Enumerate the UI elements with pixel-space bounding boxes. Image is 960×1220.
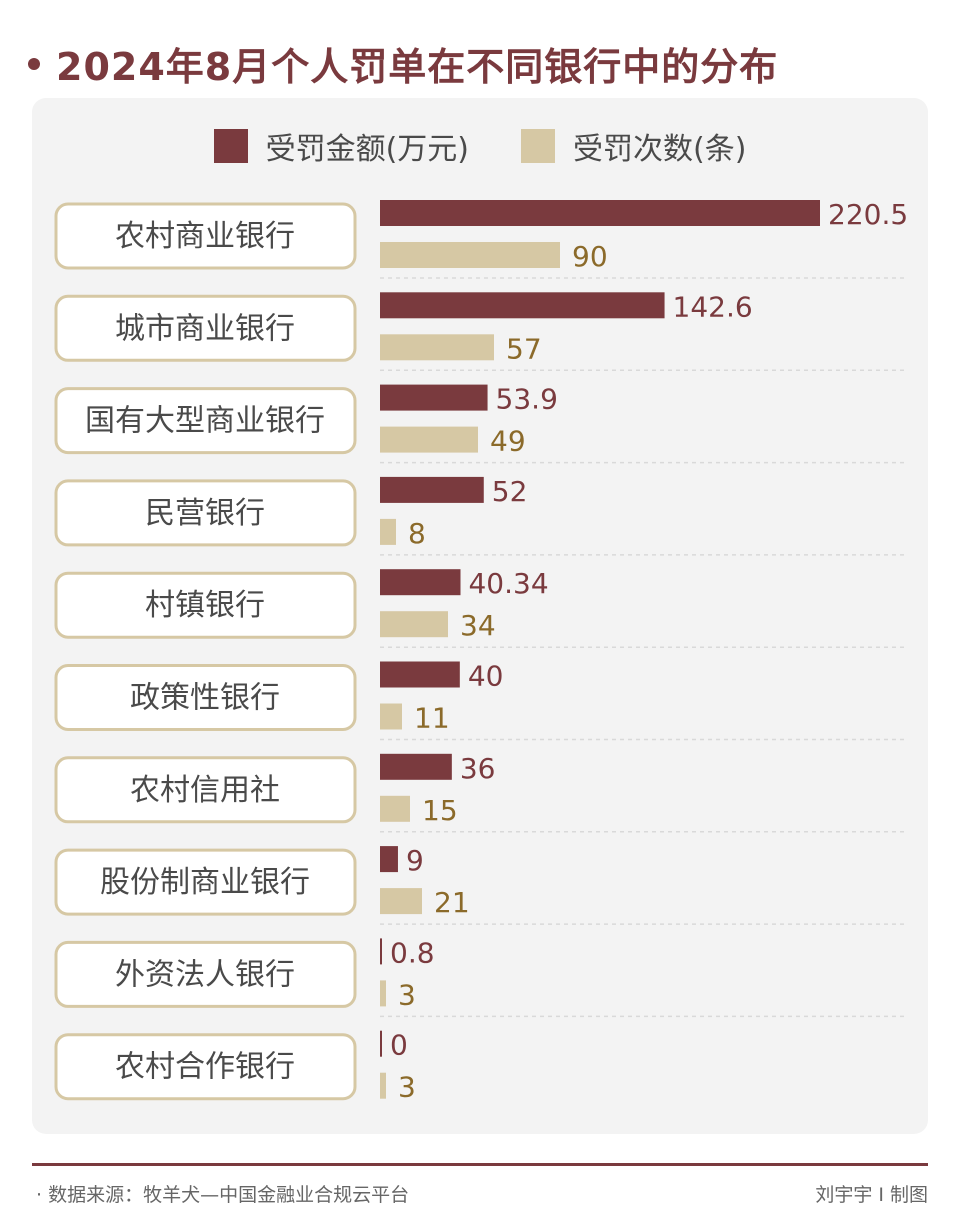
title-row: 2024年8月个人罚单在不同银行中的分布 (28, 36, 778, 91)
footer-divider (32, 1163, 928, 1166)
data-label-count: 49 (490, 425, 526, 458)
data-source: · 数据来源：牧羊犬—中国金融业合规云平台 (36, 1184, 410, 1206)
data-label-amount: 220.5 (828, 198, 908, 231)
bar-count (380, 980, 386, 1007)
data-label-amount: 52 (492, 475, 528, 508)
category-label: 村镇银行 (145, 588, 265, 623)
category-label-box (54, 1033, 357, 1101)
bar-count (380, 611, 448, 638)
category-label: 股份制商业银行 (100, 865, 310, 900)
legend: 受罚金额(万元) 受罚次数(条) (32, 124, 928, 168)
category-label: 城市商业银行 (115, 311, 295, 346)
bar-amount (380, 476, 484, 503)
category-label-box (54, 756, 357, 824)
category-label-box (54, 202, 357, 270)
category-label-box (54, 664, 357, 731)
category-label-box (54, 479, 357, 547)
category-label: 农村信用社 (130, 773, 280, 808)
legend-item-amount: 受罚金额(万元) (213, 124, 469, 168)
bar-count (380, 795, 410, 822)
data-label-amount: 40.34 (468, 567, 548, 600)
data-label-count: 15 (422, 794, 458, 827)
bar-amount (380, 384, 488, 411)
category-label-box (54, 387, 357, 455)
chart-title: 2024年8月个人罚单在不同银行中的分布 (56, 45, 779, 89)
bar-amount (380, 846, 398, 873)
data-label-count: 90 (572, 240, 608, 273)
legend-label-amount: 受罚金额(万元) (265, 132, 469, 167)
data-label-amount: 9 (406, 844, 424, 877)
data-label-count: 8 (408, 517, 426, 550)
bar-amount (380, 938, 382, 965)
category-label-box (54, 571, 357, 639)
category-label: 民营银行 (145, 496, 265, 531)
bar-count (380, 888, 422, 915)
data-label-amount: 142.6 (673, 290, 753, 323)
data-label-amount: 0.8 (390, 936, 435, 969)
bar-count (380, 334, 494, 361)
category-label-box (54, 294, 357, 362)
bar-count (380, 1072, 386, 1099)
category-label: 国有大型商业银行 (85, 404, 325, 439)
bar-amount (380, 661, 460, 688)
data-label-count: 34 (460, 609, 496, 642)
bar-count (380, 426, 478, 453)
bar-amount (380, 753, 452, 780)
bar-count (380, 703, 402, 730)
category-label: 农村合作银行 (115, 1050, 295, 1085)
bar-amount (380, 1030, 382, 1057)
legend-label-count: 受罚次数(条) (573, 132, 747, 167)
bar-amount (380, 569, 461, 596)
data-label-amount: 0 (390, 1029, 408, 1062)
data-label-count: 11 (414, 702, 450, 735)
legend-swatch-amount (213, 129, 248, 163)
data-label-amount: 53.9 (496, 383, 558, 416)
category-label: 政策性银行 (130, 681, 280, 716)
data-label-amount: 36 (460, 752, 496, 785)
bar-count (380, 518, 396, 545)
title-bullet (28, 57, 40, 70)
category-label: 农村商业银行 (115, 219, 295, 254)
data-label-count: 3 (398, 978, 416, 1011)
data-label-count: 57 (506, 332, 542, 365)
category-label: 外资法人银行 (115, 957, 295, 992)
category-label-box (54, 940, 357, 1008)
bar-amount (380, 200, 820, 226)
bar-chart-plot: 农村商业银行220.590城市商业银行142.657国有大型商业银行53.949… (54, 198, 908, 1104)
legend-swatch-count (521, 129, 555, 163)
category-label-box (54, 848, 357, 916)
bar-count (380, 242, 560, 268)
data-label-amount: 40 (468, 660, 504, 693)
legend-item-count: 受罚次数(条) (521, 124, 746, 168)
bar-amount (380, 292, 665, 319)
chart-credit: 刘宇宇 I 制图 (815, 1184, 928, 1206)
data-label-count: 3 (398, 1071, 416, 1104)
data-label-count: 21 (434, 886, 470, 919)
